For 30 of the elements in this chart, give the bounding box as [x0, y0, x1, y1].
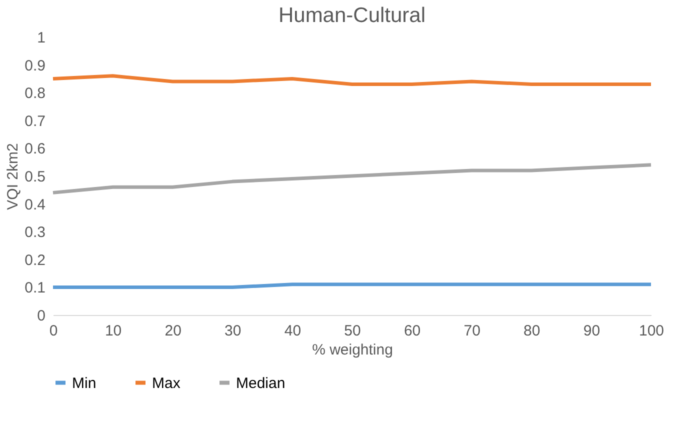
- x-axis-title: % weighting: [312, 342, 393, 358]
- y-tick-label: 0.6: [24, 140, 46, 158]
- y-tick-label: 1: [37, 30, 46, 46]
- legend-label: Median: [236, 374, 286, 392]
- y-axis-title: VQI 2km2: [4, 143, 22, 210]
- x-tick-label: 60: [404, 322, 421, 340]
- x-tick-label: 100: [638, 322, 664, 340]
- x-tick-label: 90: [583, 322, 600, 340]
- y-tick-label: 0.1: [24, 280, 46, 297]
- y-tick-label: 0.4: [24, 196, 46, 214]
- x-tick-label: 40: [284, 322, 302, 340]
- y-tick-label: 0.5: [24, 168, 46, 186]
- x-tick-label: 70: [464, 322, 480, 340]
- x-tick-label: 80: [524, 322, 540, 340]
- line-series: [51, 74, 653, 86]
- y-tick-label: 0.3: [24, 224, 46, 242]
- x-tick-label: 50: [344, 322, 361, 340]
- chart-title: Human-Cultural: [278, 4, 426, 27]
- y-tick-label: 0.7: [24, 112, 46, 130]
- y-tick-label: 0.8: [24, 85, 46, 102]
- y-tick-label: 0: [37, 308, 46, 324]
- x-tick-label: 20: [164, 322, 182, 340]
- y-tick-label: 0.9: [24, 57, 46, 74]
- x-tick-label: 10: [104, 322, 122, 340]
- legend-label: Max: [152, 374, 181, 392]
- x-tick-label: 0: [49, 322, 58, 340]
- y-tick-label: 0.2: [24, 252, 46, 269]
- x-tick-label: 30: [224, 322, 242, 340]
- legend-label: Min: [72, 374, 96, 392]
- line-series: [51, 163, 653, 194]
